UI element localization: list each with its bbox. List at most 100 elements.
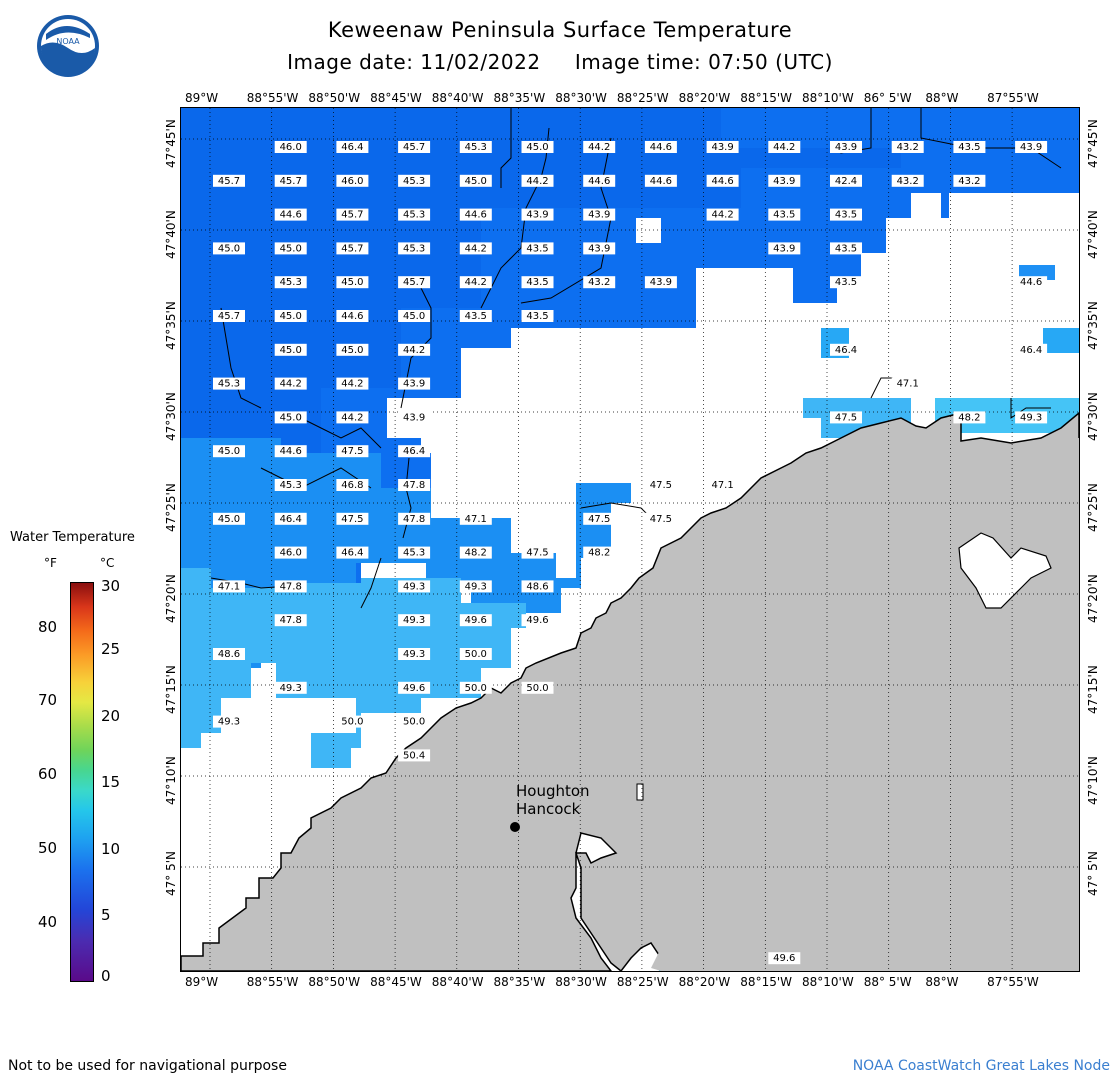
temperature-label-bg: [274, 276, 307, 289]
temperature-label-bg: [1015, 343, 1048, 356]
bottom-lon-label: 88°40'W: [431, 975, 484, 989]
temperature-label-bg: [213, 580, 245, 593]
temperature-label-bg: [398, 411, 431, 424]
right-lat-label: 47°10'N: [1086, 756, 1100, 805]
temperature-value-label: 45.0: [274, 242, 307, 255]
temperature-label-bg: [459, 141, 492, 153]
top-lon-label: 86° 5'W: [863, 91, 912, 105]
temperature-label-bg: [768, 174, 801, 187]
temperature-label-bg: [398, 208, 431, 221]
isotherm-8: [300, 417, 382, 449]
temperature-label-bg: [398, 479, 431, 491]
temperature-value-label: 45.0: [521, 141, 554, 153]
temperature-label-bg: [459, 614, 492, 627]
land-mainland-fill: [181, 438, 1079, 971]
map-svg: 46.0 46.4 45.7 45.3 45.0 44.2 44.6 43.9 44.2 43.9…: [180, 108, 1109, 998]
temperature-value-label: 43.5: [953, 141, 986, 153]
temperature-value-label: 44.6: [644, 141, 677, 153]
temperature-label-bg: [521, 208, 554, 221]
temperature-label-bg: [213, 715, 245, 728]
temperature-value: 46.4: [280, 514, 302, 525]
top-lon-label: 88°45'W: [370, 91, 422, 105]
temperature-label-bg: [521, 141, 554, 153]
temperature-value: 43.9: [588, 210, 610, 221]
temperature-value: 43.9: [588, 243, 610, 254]
houghton-hancock-marker-icon[interactable]: [510, 822, 520, 832]
temperature-label-bg: [706, 208, 739, 221]
right-lat-label: 47° 5'N: [1086, 851, 1100, 896]
temperature-label-bg: [953, 411, 986, 424]
bottom-lon-label: 88°55'W: [246, 975, 299, 989]
temperature-value: 50.4: [403, 750, 425, 761]
left-lat-label: 47°40'N: [164, 210, 178, 259]
temperature-label-bg: [830, 208, 862, 221]
top-lon-label: 88°W: [925, 91, 959, 105]
temperature-label-bg: [644, 512, 677, 525]
warm-water-region: [181, 568, 526, 768]
isotherm-1: [500, 108, 512, 188]
temperature-value-label: 44.6: [706, 174, 739, 187]
lake-gay-bay-inlet: [958, 532, 1052, 609]
isotherm-11: [360, 557, 382, 609]
temperature-value-label: 44.2: [336, 377, 369, 390]
temperature-label-bg: [398, 546, 431, 559]
temperature-value: 49.6: [465, 615, 487, 626]
temperature-value: 43.9: [650, 277, 672, 288]
map-area[interactable]: 46.0 46.4 45.7 45.3 45.0 44.2 44.6 43.9 44.2 43.9…: [180, 107, 1109, 998]
temperature-value: 44.2: [465, 277, 487, 288]
temperature-label-bg: [336, 479, 369, 491]
temperature-value: 45.7: [403, 277, 425, 288]
temperature-value: 45.0: [465, 176, 487, 187]
right-lat-label: 47°30'N: [1086, 392, 1100, 441]
temperature-value-label: 47.5: [583, 512, 616, 525]
temperature-value: 44.2: [403, 345, 425, 356]
temperature-label-bg: [583, 546, 616, 559]
temperature-label-bg: [459, 174, 492, 187]
top-lon-label: 88°35'W: [493, 91, 546, 105]
white-cloud-gap-1: [451, 438, 489, 488]
temperature-value-label: 44.2: [459, 276, 492, 289]
temperature-value: 44.6: [341, 311, 363, 322]
top-lon-label: 88°55'W: [246, 91, 299, 105]
temperature-value-label: 44.2: [583, 141, 616, 153]
temperature-label-bg: [274, 681, 307, 694]
temperature-label-bg: [830, 411, 862, 424]
temperature-value-label: 45.3: [459, 141, 492, 153]
temperature-value-label: 43.2: [891, 141, 924, 153]
temperature-label-bg: [398, 648, 431, 660]
temperature-value-label: 46.4: [336, 141, 369, 153]
temperature-label-bg: [891, 174, 924, 187]
temperature-label-bg: [644, 174, 677, 187]
temperature-value: 46.4: [403, 446, 425, 457]
temperature-value-label: 43.9: [768, 242, 801, 255]
temperature-label-bg: [1076, 310, 1109, 322]
temperature-value: 49.6: [403, 683, 425, 694]
temperature-value-label: 47.5: [644, 479, 677, 491]
temperature-value-label: 44.2: [398, 343, 431, 356]
legend-f-tick: 60: [38, 765, 58, 783]
temperature-value-label: 45.3: [398, 208, 431, 221]
temperature-value: 49.3: [1020, 412, 1042, 423]
temperature-label-bg: [1015, 276, 1048, 289]
temperature-value: 44.2: [280, 379, 302, 390]
temperature-label-bg: [398, 580, 431, 593]
temperature-value-label: 45.0: [213, 512, 245, 525]
temperature-value-label: 44.6: [336, 310, 369, 322]
temperature-value-label: 45.0: [213, 445, 245, 458]
bottom-lon-label: 88°45'W: [370, 975, 422, 989]
temperature-label-bg: [213, 648, 245, 660]
temperature-value: 44.6: [465, 210, 487, 221]
temperature-value-label: 43.9: [768, 174, 801, 187]
temperature-label-bg: [891, 141, 924, 153]
left-lat-label: 47°45'N: [164, 119, 178, 168]
temperature-value: 45.7: [341, 243, 363, 254]
temperature-value-label: 47.8: [274, 580, 307, 593]
temperature-value-label: 44.6: [644, 174, 677, 187]
temperature-label-bg: [953, 174, 986, 187]
temperature-value-label: 49.3: [398, 614, 431, 627]
temperature-value: 49.3: [403, 649, 425, 660]
top-lon-label: 88°50'W: [308, 91, 361, 105]
temperature-label-bg: [213, 445, 245, 458]
bottom-lon-label: 88°25'W: [616, 975, 669, 989]
temperature-value-label: 43.5: [521, 310, 554, 322]
